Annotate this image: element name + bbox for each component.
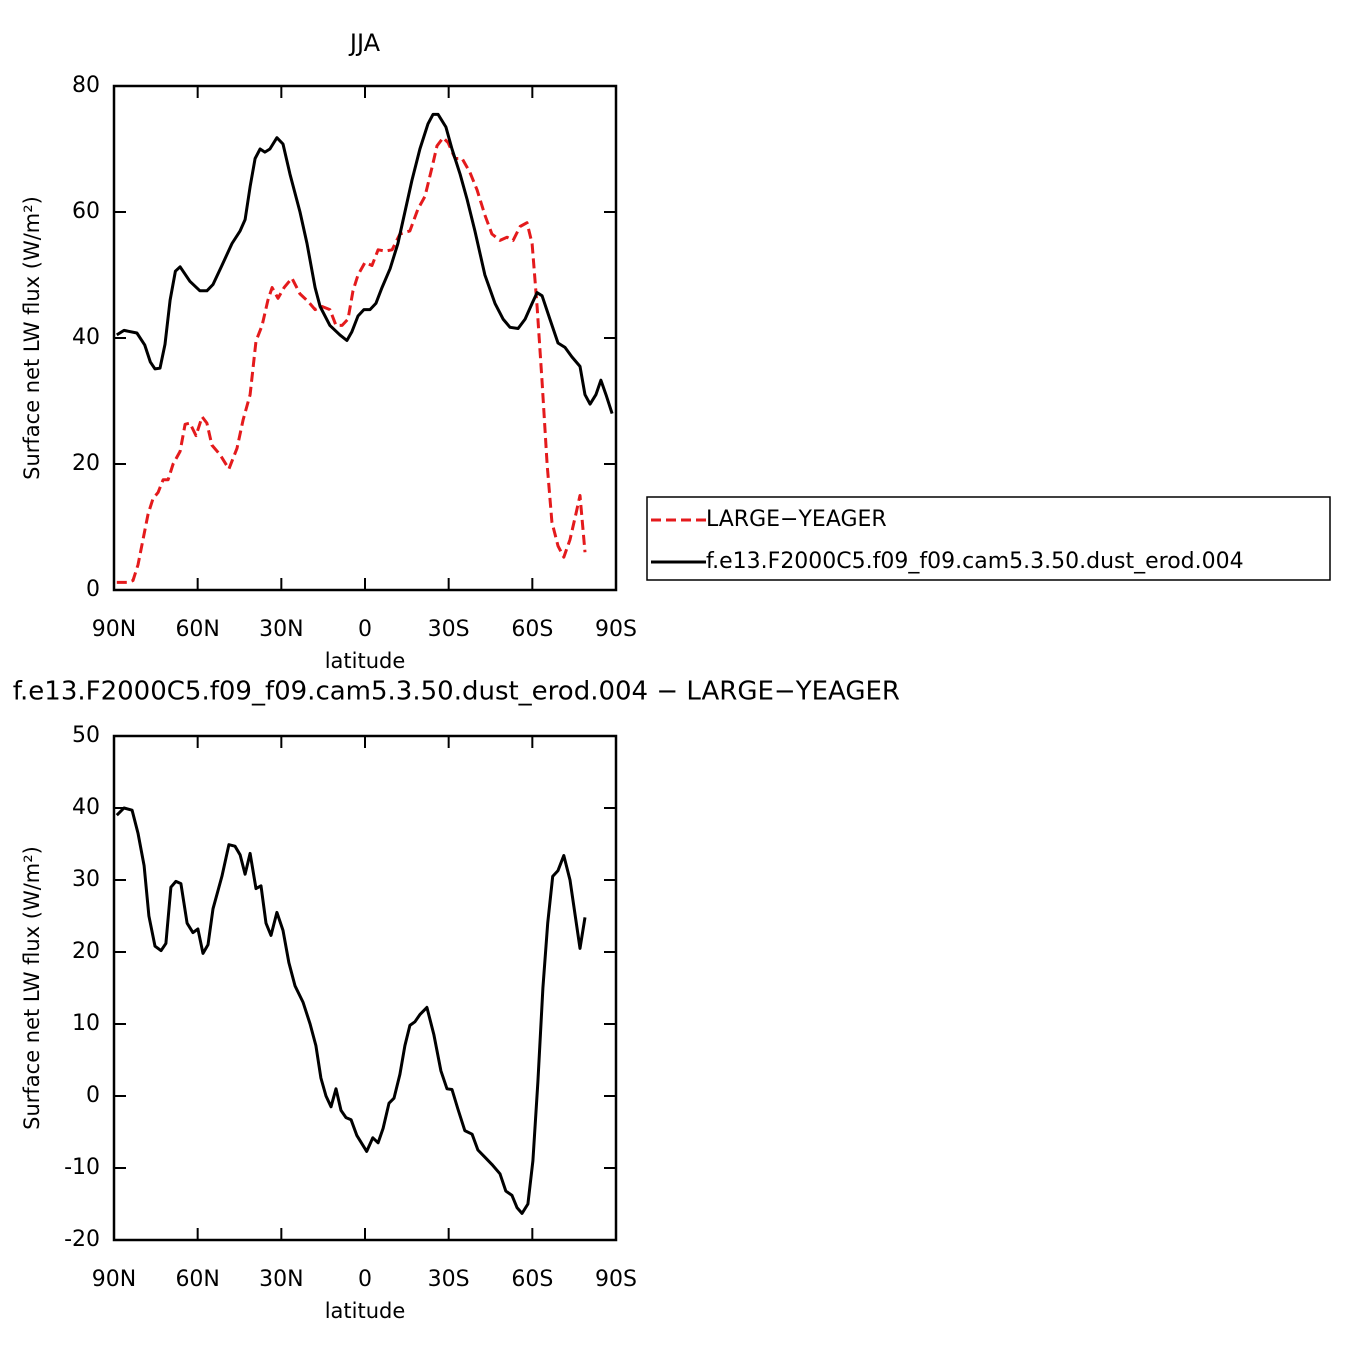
- y-tick-label: 40: [72, 325, 100, 350]
- chart-title: f.e13.F2000C5.f09_f09.cam5.3.50.dust_ero…: [13, 677, 900, 707]
- x-tick-label: 30N: [259, 617, 303, 642]
- y-axis-label: Surface net LW flux (W/m²): [20, 846, 44, 1130]
- y-tick-label: 20: [72, 939, 100, 964]
- chart-title: JJA: [348, 29, 381, 57]
- y-tick-label: 60: [72, 199, 100, 224]
- x-tick-label: 90N: [92, 617, 136, 642]
- x-tick-label: 60N: [175, 617, 219, 642]
- x-tick-label: 90S: [595, 617, 637, 642]
- plot-frame: [112, 84, 618, 592]
- legend-label: LARGE−YEAGER: [706, 507, 887, 532]
- x-tick-label: 60N: [175, 1267, 219, 1292]
- x-tick-label: 30S: [428, 617, 470, 642]
- y-tick-label: 10: [72, 1011, 100, 1036]
- legend-label: f.e13.F2000C5.f09_f09.cam5.3.50.dust_ero…: [706, 549, 1244, 574]
- y-tick-label: 40: [72, 795, 100, 820]
- x-tick-label: 60S: [511, 1267, 553, 1292]
- data-line: [116, 136, 587, 584]
- x-tick-label: 0: [358, 1267, 372, 1292]
- y-tick-label: 20: [72, 451, 100, 476]
- data-line: [115, 806, 587, 1215]
- plot-frame: [112, 734, 618, 1242]
- x-tick-label: 90N: [92, 1267, 136, 1292]
- y-tick-label: -10: [64, 1155, 100, 1180]
- y-tick-label: 50: [72, 723, 100, 748]
- x-tick-label: 0: [358, 617, 372, 642]
- legend-box: [646, 496, 1331, 581]
- x-tick-label: 30S: [428, 1267, 470, 1292]
- x-tick-label: 60S: [511, 617, 553, 642]
- y-tick-label: 0: [86, 1083, 100, 1108]
- y-tick-label: 30: [72, 867, 100, 892]
- x-axis-label: latitude: [325, 1299, 406, 1323]
- y-tick-label: 0: [86, 577, 100, 602]
- x-tick-label: 90S: [595, 1267, 637, 1292]
- y-tick-label: 80: [72, 73, 100, 98]
- y-tick-label: -20: [64, 1227, 100, 1252]
- x-axis-label: latitude: [325, 649, 406, 673]
- data-line: [116, 112, 614, 415]
- y-axis-label: Surface net LW flux (W/m²): [20, 196, 44, 480]
- x-tick-label: 30N: [259, 1267, 303, 1292]
